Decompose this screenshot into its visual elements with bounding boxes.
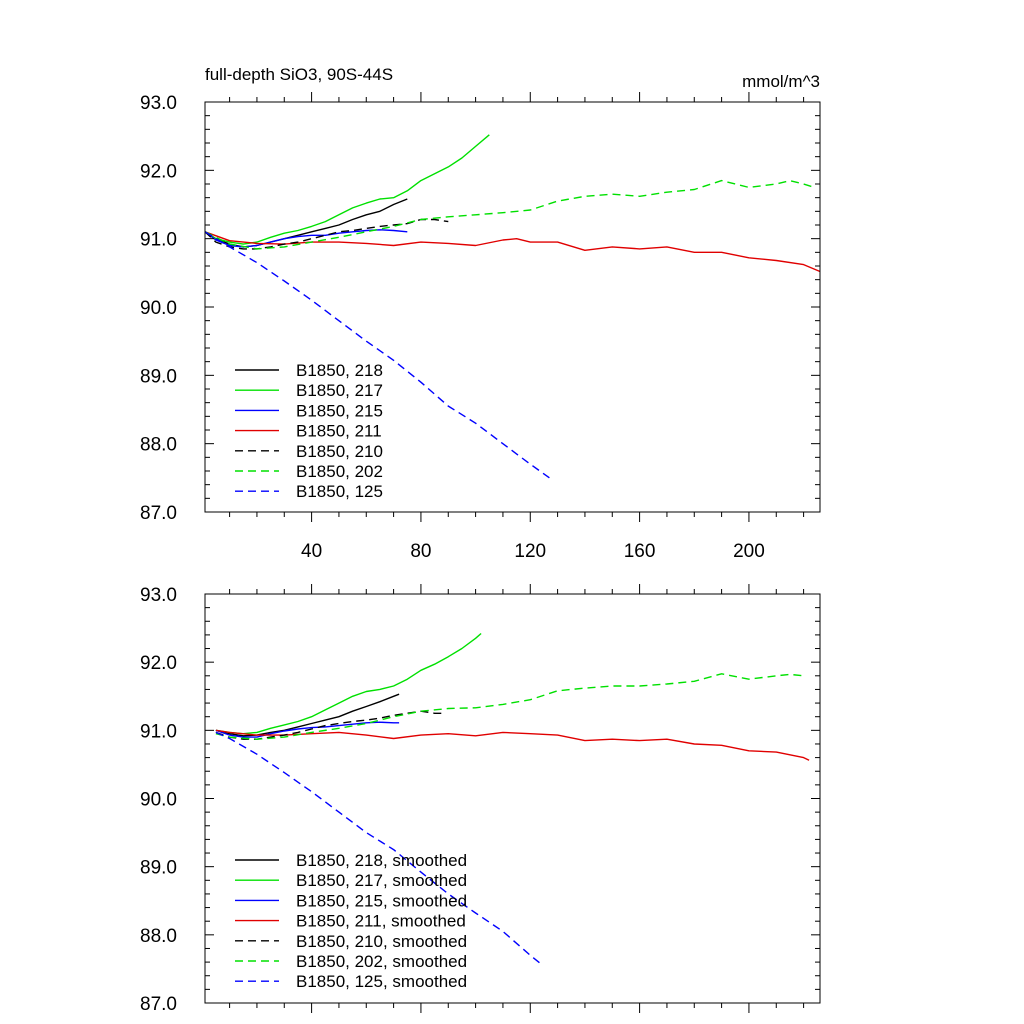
y-tick-label: 88.0 <box>140 926 177 947</box>
y-tick-label: 90.0 <box>140 790 177 811</box>
series-line-7 <box>215 731 542 965</box>
x-tick-label: 40 <box>301 541 322 562</box>
legend-label: B1850, 218 <box>296 361 383 380</box>
series-line-2 <box>215 632 482 735</box>
y-tick-label: 89.0 <box>140 858 177 879</box>
x-tick-label: 120 <box>514 541 546 562</box>
y-tick-label: 89.0 <box>140 366 177 387</box>
series-line-6 <box>204 179 815 250</box>
y-tick-label: 92.0 <box>140 653 177 674</box>
series-line-4 <box>204 231 821 273</box>
legend-label: B1850, 217, smoothed <box>296 871 467 890</box>
series-line-2 <box>204 134 490 245</box>
series-line-7 <box>204 231 550 479</box>
bottom-plot-panel: 93.0 92.0 91.0 90.0 89.0 88.0 87.0 B1850, 218,… <box>140 584 821 1015</box>
chart-title: full-depth SiO3, 90S-44S <box>205 65 393 84</box>
legend-label: B1850, 210 <box>296 442 383 461</box>
legend-label: B1850, 202 <box>296 462 383 481</box>
legend-label: B1850, 210, smoothed <box>296 932 467 951</box>
legend-label: B1850, 202, smoothed <box>296 952 467 971</box>
x-tick-label: 200 <box>733 541 765 562</box>
top-plot-panel: 93.0 92.0 91.0 90.0 89.0 88.0 87.0 40 80 120 160 2… <box>140 92 821 562</box>
series-line-5 <box>204 218 449 250</box>
bottom-y-tick-labels: 93.0 92.0 91.0 90.0 89.0 88.0 87.0 <box>140 585 177 1015</box>
x-tick-label: 160 <box>624 541 656 562</box>
legend-label: B1850, 125 <box>296 482 383 501</box>
y-tick-label: 92.0 <box>140 161 177 182</box>
bottom-tick-layer <box>205 584 820 1013</box>
bottom-series-layer <box>215 632 810 965</box>
legend-label: B1850, 211, smoothed <box>296 912 466 931</box>
series-line-3 <box>215 721 400 738</box>
legend-label: B1850, 125, smoothed <box>296 972 467 991</box>
x-tick-label: 80 <box>410 541 431 562</box>
y-tick-label: 87.0 <box>140 994 177 1015</box>
y-tick-label: 90.0 <box>140 298 177 319</box>
y-tick-label: 91.0 <box>140 230 177 251</box>
legend-label: B1850, 218, smoothed <box>296 851 467 870</box>
legend-label: B1850, 215, smoothed <box>296 891 467 910</box>
legend-label: B1850, 211 <box>296 422 382 441</box>
legend-label: B1850, 215 <box>296 401 383 420</box>
legend-label: B1850, 217 <box>296 381 383 400</box>
y-tick-label: 93.0 <box>140 93 177 114</box>
top-y-tick-labels: 93.0 92.0 91.0 90.0 89.0 88.0 87.0 <box>140 93 177 524</box>
y-tick-label: 87.0 <box>140 503 177 524</box>
y-tick-label: 93.0 <box>140 585 177 606</box>
y-tick-label: 91.0 <box>140 721 177 742</box>
series-line-4 <box>215 729 810 761</box>
series-line-1 <box>215 693 400 737</box>
units-label: mmol/m^3 <box>742 72 820 91</box>
top-x-tick-labels: 40 80 120 160 200 <box>301 541 765 562</box>
series-line-6 <box>215 673 804 740</box>
top-tick-layer <box>205 92 820 522</box>
top-series-layer <box>204 134 821 479</box>
y-tick-label: 88.0 <box>140 435 177 456</box>
